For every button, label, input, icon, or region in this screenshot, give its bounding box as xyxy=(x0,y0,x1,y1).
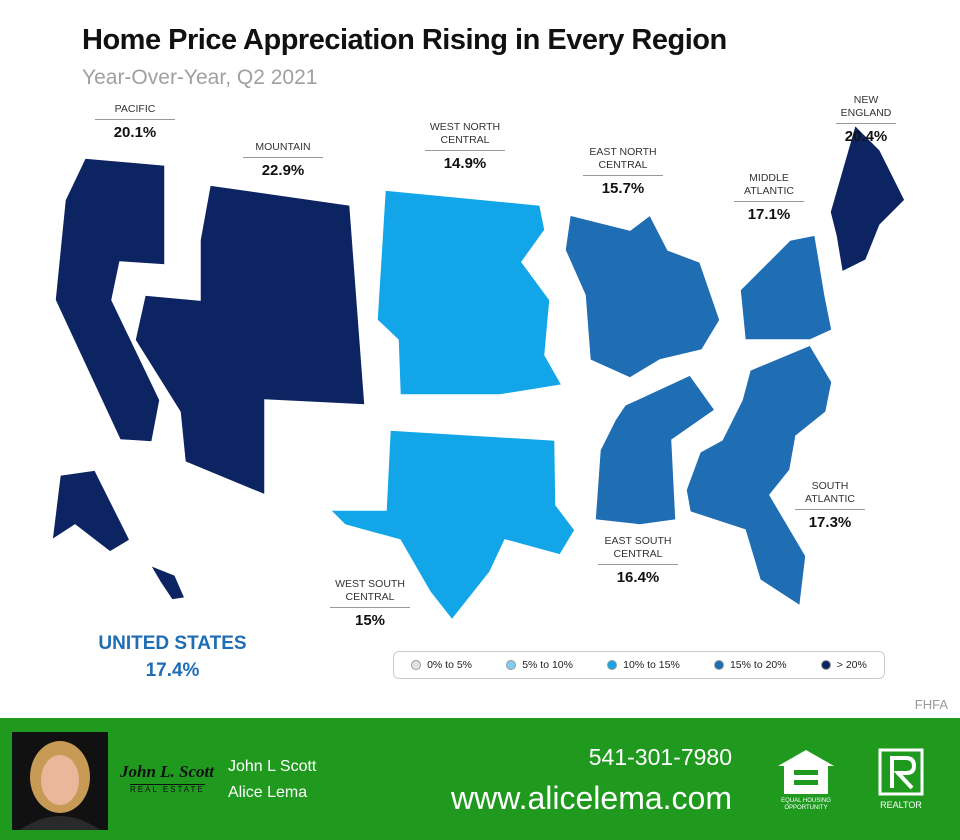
region-value: 17.1% xyxy=(747,206,791,223)
realtor: REALTOR xyxy=(880,800,922,810)
region xyxy=(739,234,833,341)
agent: Alice Lema xyxy=(228,784,308,801)
logo-name: John L. Scott xyxy=(120,762,214,781)
region-label: MIDDLE ATLANTIC 17.1% xyxy=(734,172,804,223)
region-name: SOUTH ATLANTIC xyxy=(795,480,865,510)
region-name: EAST NORTH CENTRAL xyxy=(583,146,663,176)
legend-label: 0% to 5% xyxy=(427,659,473,671)
legend-item: > 20% xyxy=(820,659,867,671)
legend-swatch xyxy=(506,660,517,670)
equal-housing-icon xyxy=(778,750,834,794)
region xyxy=(376,189,564,396)
phone[interactable]: 541-301-7980 xyxy=(588,744,732,770)
legend-item: 15% to 20% xyxy=(713,659,787,671)
legend: 0% to 5% 5% to 10% 10% to 15% 15% to 20% > 2… xyxy=(393,651,885,679)
region xyxy=(328,429,576,622)
legend-label: 15% to 20% xyxy=(729,659,787,671)
region-value: 17.3% xyxy=(808,514,852,531)
company: John L Scott xyxy=(228,758,317,775)
region-value: 15.7% xyxy=(601,180,645,197)
title: Home Price Appreciation Rising in Every … xyxy=(82,24,727,56)
region-value: 22.9% xyxy=(261,162,305,179)
legend-item: 10% to 15% xyxy=(607,659,680,671)
region xyxy=(594,374,717,526)
region-value: 15% xyxy=(354,612,386,629)
region-label: EAST NORTH CENTRAL 15.7% xyxy=(583,146,663,197)
region-value: 14.9% xyxy=(443,155,487,172)
region-label: WEST NORTH CENTRAL 14.9% xyxy=(425,121,505,172)
region-value: 20.4% xyxy=(844,128,888,145)
region-name: WEST SOUTH CENTRAL xyxy=(330,578,410,608)
region xyxy=(685,344,833,608)
region-value: 20.1% xyxy=(113,124,157,141)
legend-swatch xyxy=(820,660,831,670)
region xyxy=(134,184,366,497)
footer: John L. Scott REAL ESTATE John L Scott A… xyxy=(0,718,960,840)
region-name: WEST NORTH CENTRAL xyxy=(425,121,505,151)
region-label: WEST SOUTH CENTRAL 15% xyxy=(330,578,410,629)
realtor-icon xyxy=(878,748,924,796)
legend-item: 5% to 10% xyxy=(506,659,573,671)
us-value: 17.4% xyxy=(145,660,200,681)
legend-item: 0% to 5% xyxy=(411,659,472,671)
region-name: PACIFIC xyxy=(95,103,175,120)
source: FHFA xyxy=(914,697,948,712)
agent-photo xyxy=(12,732,108,830)
website[interactable]: www.alicelema.com xyxy=(451,780,732,816)
subtitle: Year-Over-Year, Q2 2021 xyxy=(82,66,318,89)
region xyxy=(564,213,721,379)
legend-label: 5% to 10% xyxy=(522,659,573,671)
region-value: 16.4% xyxy=(616,569,660,586)
region-name: MIDDLE ATLANTIC xyxy=(734,172,804,202)
region xyxy=(829,123,906,274)
region-label: PACIFIC 20.1% xyxy=(95,103,175,141)
legend-swatch xyxy=(607,660,618,670)
region-name: NEW ENGLAND xyxy=(836,94,896,124)
region-name: MOUNTAIN xyxy=(243,141,323,158)
logo-sub: REAL ESTATE xyxy=(130,784,205,794)
region-name: EAST SOUTH CENTRAL xyxy=(598,535,678,565)
region-label: SOUTH ATLANTIC 17.3% xyxy=(795,480,865,531)
region-label: NEW ENGLAND 20.4% xyxy=(836,94,896,145)
region-label: EAST SOUTH CENTRAL 16.4% xyxy=(598,535,678,586)
region-label: MOUNTAIN 22.9% xyxy=(243,141,323,179)
legend-swatch xyxy=(713,660,724,670)
legend-swatch xyxy=(411,660,422,670)
equal-housing: EQUAL HOUSING OPPORTUNITY xyxy=(781,798,831,811)
legend-label: > 20% xyxy=(836,659,867,671)
us-label: UNITED STATES xyxy=(98,633,247,654)
map xyxy=(51,123,906,622)
legend-label: 10% to 15% xyxy=(623,659,680,671)
region xyxy=(51,157,187,601)
